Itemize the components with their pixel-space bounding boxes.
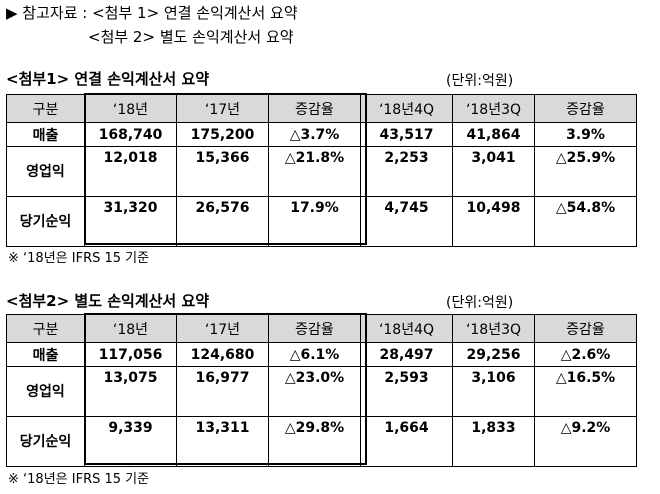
table2-separate-income: 구분 ‘18년 ‘17년 증감율 ‘18년4Q ‘18년3Q 증감율 매출 11…	[6, 314, 637, 467]
table-cell: 2,593	[360, 366, 453, 417]
table-cell: 13,075	[84, 366, 177, 417]
table1-title: <첨부1> 연결 손익계산서 요약	[6, 70, 210, 88]
table-cell: 3.9%	[534, 122, 637, 147]
table-header-row: 구분 ‘18년 ‘17년 증감율 ‘18년4Q ‘18년3Q 증감율	[6, 314, 637, 343]
column-header: 증감율	[534, 94, 637, 123]
column-header: ‘18년	[84, 94, 177, 123]
column-header: 구분	[6, 94, 85, 123]
table-cell: 10,498	[452, 196, 535, 247]
table2-unit: (단위:억원)	[446, 295, 514, 311]
column-header: ‘17년	[176, 94, 269, 123]
table-header-row: 구분 ‘18년 ‘17년 증감율 ‘18년4Q ‘18년3Q 증감율	[6, 94, 637, 123]
table-cell: 17.9%	[268, 196, 361, 247]
table-cell: 1,833	[452, 416, 535, 467]
table-row: 당기순익 9,339 13,311 △29.8% 1,664 1,833 △9.…	[6, 416, 637, 467]
column-header: ‘18년3Q	[452, 94, 535, 123]
table1-note: ※ ‘18년은 IFRS 15 기준	[8, 251, 150, 266]
column-header: ‘17년	[176, 314, 269, 343]
table-cell: △21.8%	[268, 146, 361, 197]
table-cell: 12,018	[84, 146, 177, 197]
table-row: 매출 168,740 175,200 △3.7% 43,517 41,864 3…	[6, 122, 637, 147]
row-label: 당기순익	[6, 416, 85, 467]
table-cell: △29.8%	[268, 416, 361, 467]
table-row: 당기순익 31,320 26,576 17.9% 4,745 10,498 △5…	[6, 196, 637, 247]
table-cell: △16.5%	[534, 366, 637, 417]
column-header: 구분	[6, 314, 85, 343]
table-cell: 31,320	[84, 196, 177, 247]
reference-line-1: ▶ 참고자료 : <첨부 1> 연결 손익계산서 요약	[6, 4, 298, 22]
table-cell: 1,664	[360, 416, 453, 467]
table2-title: <첨부2> 별도 손익계산서 요약	[6, 292, 210, 310]
table-cell: 13,311	[176, 416, 269, 467]
table-cell: △2.6%	[534, 342, 637, 367]
table-cell: 26,576	[176, 196, 269, 247]
row-label: 당기순익	[6, 196, 85, 247]
column-header: ‘18년4Q	[360, 94, 453, 123]
table-cell: 16,977	[176, 366, 269, 417]
table-cell: 117,056	[84, 342, 177, 367]
table1-consolidated-income: 구분 ‘18년 ‘17년 증감율 ‘18년4Q ‘18년3Q 증감율 매출 16…	[6, 94, 637, 247]
table-cell: 15,366	[176, 146, 269, 197]
table1-unit: (단위:억원)	[446, 73, 514, 89]
table-cell: 2,253	[360, 146, 453, 197]
column-header: ‘18년3Q	[452, 314, 535, 343]
table-row: 영업익 13,075 16,977 △23.0% 2,593 3,106 △16…	[6, 366, 637, 417]
table-cell: △54.8%	[534, 196, 637, 247]
table2-note: ※ ‘18년은 IFRS 15 기준	[8, 472, 150, 487]
table-cell: 3,106	[452, 366, 535, 417]
table-cell: △6.1%	[268, 342, 361, 367]
table-cell: 3,041	[452, 146, 535, 197]
row-label: 매출	[6, 342, 85, 367]
table-row: 매출 117,056 124,680 △6.1% 28,497 29,256 △…	[6, 342, 637, 367]
table-cell: 4,745	[360, 196, 453, 247]
column-header: 증감율	[268, 314, 361, 343]
table-cell: △23.0%	[268, 366, 361, 417]
table-cell: △25.9%	[534, 146, 637, 197]
row-label: 매출	[6, 122, 85, 147]
table-cell: 168,740	[84, 122, 177, 147]
column-header: ‘18년	[84, 314, 177, 343]
row-label: 영업익	[6, 366, 85, 417]
reference-line-2: <첨부 2> 별도 손익계산서 요약	[88, 28, 294, 46]
table-cell: 41,864	[452, 122, 535, 147]
column-header: 증감율	[268, 94, 361, 123]
table-cell: 124,680	[176, 342, 269, 367]
table-cell: 9,339	[84, 416, 177, 467]
table-cell: △9.2%	[534, 416, 637, 467]
table-cell: △3.7%	[268, 122, 361, 147]
table-cell: 43,517	[360, 122, 453, 147]
table-cell: 175,200	[176, 122, 269, 147]
table-cell: 28,497	[360, 342, 453, 367]
row-label: 영업익	[6, 146, 85, 197]
table-row: 영업익 12,018 15,366 △21.8% 2,253 3,041 △25…	[6, 146, 637, 197]
table-cell: 29,256	[452, 342, 535, 367]
column-header: ‘18년4Q	[360, 314, 453, 343]
column-header: 증감율	[534, 314, 637, 343]
